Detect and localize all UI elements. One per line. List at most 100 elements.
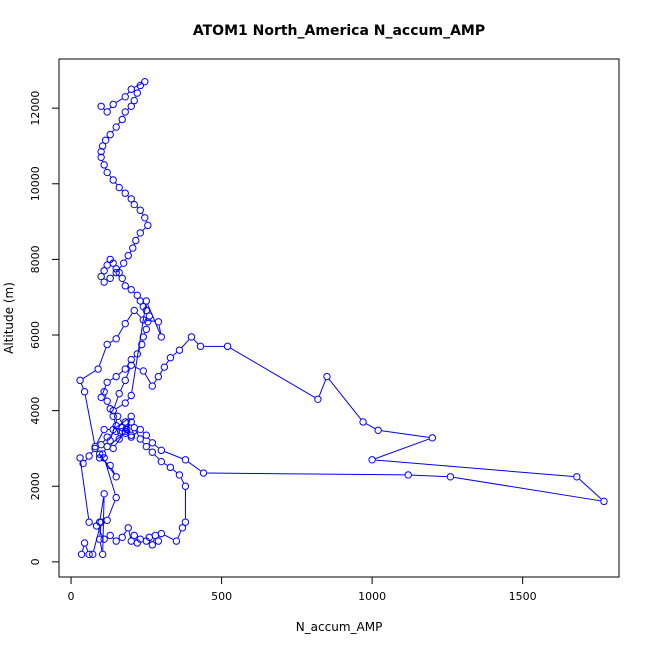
series-segment	[120, 383, 125, 391]
data-point	[160, 363, 169, 371]
data-point	[133, 350, 141, 358]
data-point	[101, 136, 110, 144]
series-segment	[207, 472, 405, 476]
data-point	[136, 206, 144, 214]
series-layer	[76, 77, 608, 559]
x-tick-label: 1000	[358, 590, 386, 603]
data-point	[103, 340, 111, 349]
series-segment	[133, 291, 136, 294]
data-point	[181, 518, 190, 526]
data-point	[106, 405, 114, 413]
series-segment	[172, 352, 177, 356]
data-point	[98, 450, 107, 458]
data-point	[85, 518, 93, 526]
data-point	[115, 183, 123, 192]
data-point	[121, 365, 129, 373]
data-point	[115, 435, 123, 443]
chart-title: ATOM1 North_America N_accum_AMP	[193, 23, 485, 39]
series-segment	[193, 339, 199, 345]
series-segment	[131, 304, 147, 393]
data-series	[76, 77, 608, 559]
series-segment	[328, 379, 362, 420]
data-point	[132, 236, 140, 245]
data-point	[374, 426, 382, 434]
data-point	[109, 100, 117, 109]
data-point	[91, 444, 99, 453]
series-segment	[127, 195, 129, 197]
data-point	[139, 367, 148, 375]
data-point	[118, 274, 126, 282]
data-point	[106, 130, 114, 139]
data-point	[121, 108, 129, 116]
series-segment	[109, 432, 114, 436]
data-point	[130, 423, 138, 432]
series-segment	[136, 206, 139, 209]
series-segment	[188, 461, 201, 472]
data-point	[127, 431, 135, 439]
data-point	[181, 456, 190, 464]
series-segment	[172, 469, 177, 473]
series-segment	[142, 431, 145, 434]
data-point	[95, 535, 104, 543]
series-segment	[121, 189, 123, 192]
series-segment	[103, 108, 105, 110]
data-point	[120, 259, 128, 267]
series-segment	[80, 383, 84, 389]
series-segment	[111, 468, 115, 474]
series-segment	[113, 396, 119, 408]
series-segment	[126, 313, 133, 321]
data-point	[109, 444, 117, 453]
data-point	[133, 89, 141, 97]
series-segment	[122, 425, 125, 429]
data-point	[139, 333, 148, 341]
data-point	[130, 200, 138, 209]
x-axis-label: N_accum_AMP	[296, 620, 383, 634]
series-segment	[138, 347, 141, 351]
data-point	[112, 123, 120, 131]
data-point	[112, 473, 120, 481]
data-point	[223, 342, 232, 351]
data-point	[148, 448, 157, 456]
series-segment	[453, 476, 601, 502]
series-segment	[99, 497, 105, 519]
series-segment	[164, 534, 174, 540]
series-segment	[109, 106, 112, 110]
series-segment	[164, 451, 183, 459]
y-tick-label: 12000	[29, 91, 42, 126]
series-segment	[127, 91, 130, 95]
series-segment	[134, 366, 141, 370]
data-point	[115, 389, 123, 398]
data-point	[121, 93, 129, 101]
series-segment	[109, 174, 112, 178]
data-point	[121, 319, 129, 328]
data-point	[136, 81, 144, 90]
series-segment	[103, 439, 106, 443]
data-point	[92, 522, 101, 530]
data-point	[97, 272, 105, 281]
data-point	[154, 318, 163, 326]
data-point	[103, 378, 111, 386]
series-segment	[381, 430, 429, 438]
data-point	[404, 471, 412, 479]
data-point	[136, 425, 144, 434]
data-point	[141, 77, 149, 86]
y-tick-label: 2000	[29, 472, 42, 500]
series-segment	[118, 370, 123, 375]
series-segment	[118, 122, 121, 125]
data-point	[100, 490, 108, 498]
series-segment	[98, 347, 107, 366]
data-point	[97, 393, 105, 402]
series-segment	[142, 227, 146, 231]
series-segment	[125, 258, 127, 261]
series-segment	[177, 530, 182, 539]
data-point	[109, 412, 117, 421]
y-axis-label: Altitude (m)	[2, 282, 16, 354]
data-point	[103, 397, 111, 405]
data-point	[187, 333, 196, 341]
data-point	[154, 537, 163, 545]
data-point	[144, 221, 152, 230]
series-segment	[164, 463, 168, 466]
data-point	[112, 268, 120, 277]
data-point	[359, 418, 367, 426]
